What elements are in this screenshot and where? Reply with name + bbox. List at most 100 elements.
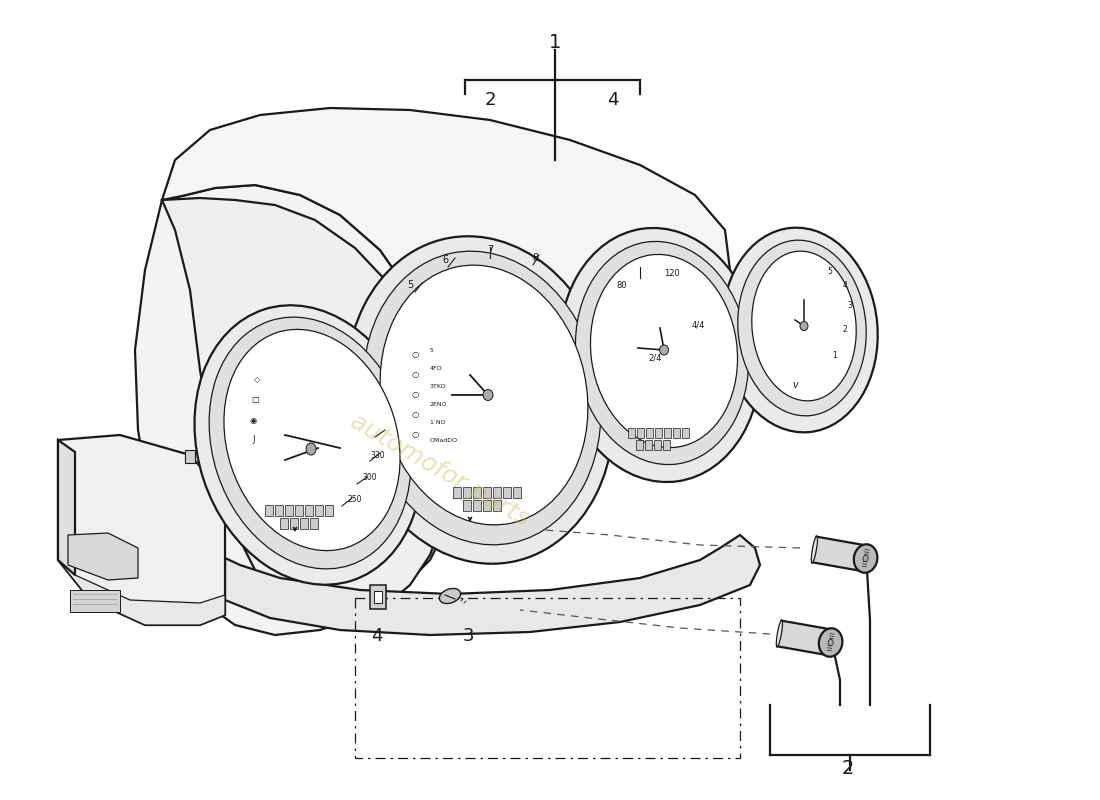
Ellipse shape <box>575 242 749 465</box>
Text: 120: 120 <box>664 269 680 278</box>
Polygon shape <box>226 535 760 635</box>
Polygon shape <box>162 108 730 400</box>
FancyBboxPatch shape <box>315 505 323 516</box>
FancyBboxPatch shape <box>453 487 461 498</box>
Ellipse shape <box>345 236 614 564</box>
FancyBboxPatch shape <box>290 518 298 529</box>
FancyBboxPatch shape <box>493 500 500 511</box>
FancyBboxPatch shape <box>295 505 302 516</box>
FancyBboxPatch shape <box>663 440 670 450</box>
FancyBboxPatch shape <box>493 487 500 498</box>
Ellipse shape <box>751 251 856 401</box>
FancyBboxPatch shape <box>370 585 386 609</box>
Text: 6: 6 <box>442 255 448 265</box>
Text: 5: 5 <box>827 267 833 277</box>
FancyBboxPatch shape <box>646 428 653 438</box>
Polygon shape <box>58 435 226 625</box>
Text: 3TKO: 3TKO <box>430 383 447 389</box>
Polygon shape <box>58 560 226 625</box>
Ellipse shape <box>306 443 316 455</box>
Ellipse shape <box>591 254 737 447</box>
Polygon shape <box>185 450 195 463</box>
Text: 1: 1 <box>549 33 561 51</box>
Text: 4FO: 4FO <box>430 366 442 370</box>
FancyBboxPatch shape <box>628 428 635 438</box>
FancyBboxPatch shape <box>636 440 644 450</box>
FancyBboxPatch shape <box>682 428 689 438</box>
Text: 4: 4 <box>372 627 383 645</box>
Text: OMadDO: OMadDO <box>430 438 458 442</box>
Text: 2: 2 <box>842 758 855 778</box>
Ellipse shape <box>195 306 421 585</box>
Ellipse shape <box>723 228 878 432</box>
Text: ○: ○ <box>411 430 419 439</box>
FancyBboxPatch shape <box>305 505 314 516</box>
Polygon shape <box>812 537 868 571</box>
Ellipse shape <box>854 544 878 573</box>
Ellipse shape <box>224 330 400 550</box>
Text: 4: 4 <box>607 91 618 109</box>
FancyBboxPatch shape <box>70 590 120 612</box>
Text: 1: 1 <box>833 350 837 359</box>
Text: 2ENO: 2ENO <box>430 402 448 406</box>
FancyBboxPatch shape <box>513 487 521 498</box>
FancyBboxPatch shape <box>483 487 491 498</box>
FancyBboxPatch shape <box>280 518 288 529</box>
Ellipse shape <box>439 589 461 603</box>
Text: 8: 8 <box>532 253 538 263</box>
FancyBboxPatch shape <box>483 500 491 511</box>
Ellipse shape <box>864 555 868 562</box>
Text: 300: 300 <box>363 474 377 482</box>
Text: J: J <box>253 435 255 445</box>
FancyBboxPatch shape <box>645 440 652 450</box>
FancyBboxPatch shape <box>637 428 644 438</box>
Text: 5: 5 <box>407 280 414 290</box>
Text: v: v <box>792 380 798 390</box>
Text: ◇: ◇ <box>254 375 261 385</box>
FancyBboxPatch shape <box>673 428 680 438</box>
Text: ◉: ◉ <box>250 415 256 425</box>
Text: 250: 250 <box>348 495 362 505</box>
Ellipse shape <box>828 639 833 646</box>
Polygon shape <box>68 533 138 580</box>
FancyBboxPatch shape <box>473 487 481 498</box>
Ellipse shape <box>800 322 808 330</box>
Text: ○: ○ <box>411 350 419 359</box>
Ellipse shape <box>363 251 601 545</box>
Text: 2/4: 2/4 <box>648 354 662 362</box>
Text: ○: ○ <box>411 410 419 419</box>
FancyBboxPatch shape <box>473 500 481 511</box>
FancyBboxPatch shape <box>654 440 661 450</box>
Text: 1 NO: 1 NO <box>430 419 446 425</box>
FancyBboxPatch shape <box>300 518 308 529</box>
Ellipse shape <box>381 265 587 525</box>
Polygon shape <box>162 198 452 622</box>
FancyBboxPatch shape <box>275 505 283 516</box>
Polygon shape <box>777 621 833 655</box>
Ellipse shape <box>483 390 493 401</box>
Polygon shape <box>135 185 458 635</box>
FancyBboxPatch shape <box>503 487 512 498</box>
Ellipse shape <box>738 240 866 416</box>
FancyBboxPatch shape <box>654 428 662 438</box>
Text: ☐: ☐ <box>251 395 258 405</box>
Text: automofor parts: automofor parts <box>346 409 534 531</box>
Text: 4/4: 4/4 <box>691 321 705 330</box>
Text: ○: ○ <box>411 390 419 399</box>
FancyBboxPatch shape <box>265 505 273 516</box>
Ellipse shape <box>812 536 817 563</box>
Ellipse shape <box>209 317 411 569</box>
Ellipse shape <box>660 345 669 355</box>
FancyBboxPatch shape <box>324 505 333 516</box>
Ellipse shape <box>560 228 760 482</box>
Text: 3: 3 <box>848 301 852 310</box>
Text: 330: 330 <box>371 450 385 459</box>
Ellipse shape <box>777 620 782 647</box>
Text: 4: 4 <box>843 281 847 290</box>
Text: 7: 7 <box>487 245 493 255</box>
FancyBboxPatch shape <box>463 487 471 498</box>
FancyBboxPatch shape <box>310 518 318 529</box>
Text: 2: 2 <box>484 91 496 109</box>
FancyBboxPatch shape <box>664 428 671 438</box>
Text: ○: ○ <box>411 370 419 379</box>
